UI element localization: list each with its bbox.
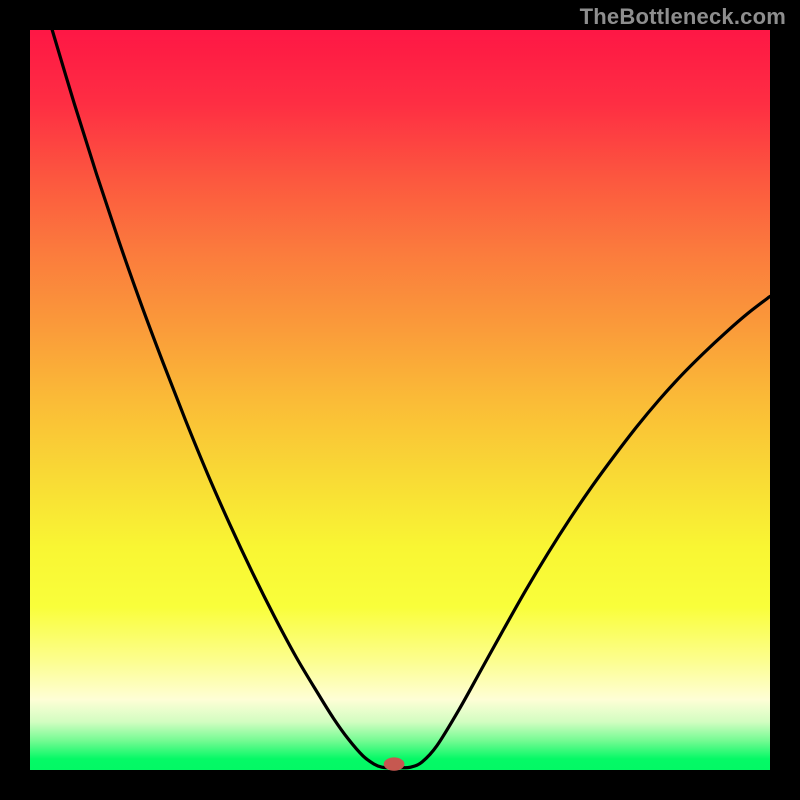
chart-svg [0, 0, 800, 800]
chart-root: TheBottleneck.com [0, 0, 800, 800]
optimal-point-marker [384, 757, 405, 770]
watermark-text: TheBottleneck.com [580, 4, 786, 30]
